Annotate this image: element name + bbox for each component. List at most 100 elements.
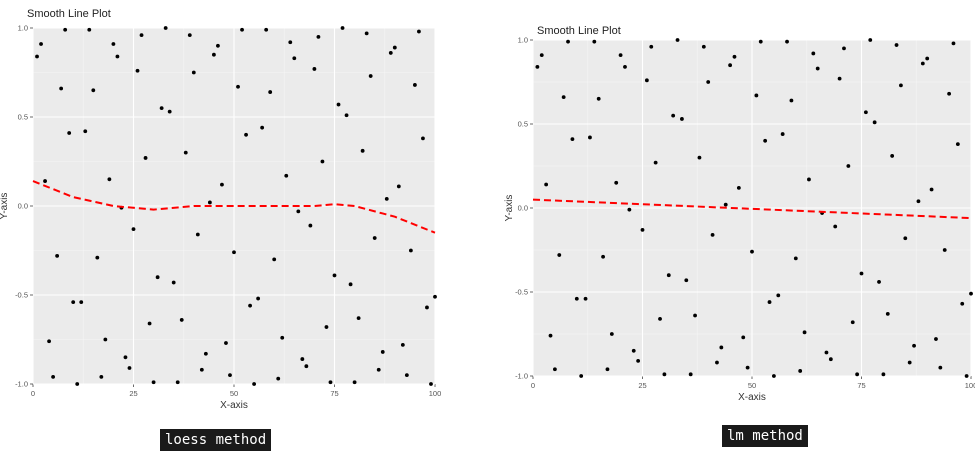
data-point bbox=[894, 43, 899, 47]
y-tick-label: -1.0 bbox=[515, 372, 528, 381]
data-point bbox=[925, 56, 930, 61]
data-point bbox=[203, 351, 208, 356]
data-point bbox=[39, 42, 43, 46]
data-point bbox=[833, 224, 838, 229]
data-point bbox=[789, 98, 794, 103]
data-point bbox=[570, 137, 575, 142]
lm-chart: Smooth Line Plot 0 25 50 75 100 -1.0 -0.5 0.0 0.5… bbox=[504, 25, 975, 403]
data-point bbox=[151, 380, 156, 385]
data-point bbox=[658, 316, 662, 321]
data-point bbox=[623, 64, 627, 69]
data-point bbox=[631, 348, 636, 353]
data-point bbox=[336, 102, 341, 107]
data-point bbox=[384, 196, 389, 201]
data-point bbox=[872, 120, 877, 125]
data-point bbox=[429, 382, 433, 386]
data-point bbox=[159, 106, 164, 110]
data-point bbox=[780, 132, 785, 136]
data-point bbox=[79, 300, 84, 305]
chart-title: Smooth Line Plot bbox=[27, 8, 111, 20]
data-point bbox=[425, 305, 429, 310]
data-point bbox=[912, 343, 916, 348]
chart-title: Smooth Line Plot bbox=[537, 25, 621, 37]
data-point bbox=[662, 372, 667, 377]
data-point bbox=[899, 83, 903, 88]
data-point bbox=[256, 296, 261, 301]
data-point bbox=[183, 150, 188, 155]
data-point bbox=[859, 271, 864, 276]
data-point bbox=[268, 90, 273, 94]
data-point bbox=[280, 335, 285, 340]
data-point bbox=[75, 382, 80, 386]
data-point bbox=[320, 159, 325, 164]
data-point bbox=[248, 303, 252, 308]
data-point bbox=[644, 78, 649, 83]
data-point bbox=[785, 39, 789, 44]
data-point bbox=[376, 367, 381, 372]
data-point bbox=[706, 80, 711, 84]
data-point bbox=[955, 142, 960, 147]
data-point bbox=[191, 70, 196, 75]
data-point bbox=[609, 332, 614, 336]
y-axis-label: Y-axis bbox=[0, 193, 10, 220]
x-axis-label: X-axis bbox=[738, 392, 766, 403]
data-point bbox=[171, 280, 176, 285]
data-point bbox=[671, 113, 676, 118]
data-point bbox=[228, 373, 232, 377]
data-point bbox=[574, 296, 579, 301]
data-point bbox=[35, 54, 39, 59]
data-point bbox=[396, 184, 401, 189]
data-point bbox=[316, 35, 321, 39]
data-point bbox=[684, 278, 689, 283]
data-point bbox=[903, 236, 908, 241]
y-tick-label: -0.5 bbox=[15, 291, 28, 300]
data-point bbox=[404, 373, 409, 377]
data-point bbox=[240, 27, 244, 32]
x-tick-label: 0 bbox=[531, 381, 535, 390]
data-point bbox=[701, 44, 706, 49]
data-point bbox=[220, 182, 224, 187]
data-point bbox=[107, 177, 112, 182]
data-point bbox=[304, 364, 309, 369]
x-tick-label: 100 bbox=[965, 381, 975, 390]
data-point bbox=[175, 380, 180, 385]
data-point bbox=[131, 227, 136, 232]
data-point bbox=[163, 26, 168, 30]
y-tick-label: 0.5 bbox=[18, 113, 28, 122]
data-point bbox=[167, 109, 172, 114]
data-point bbox=[284, 173, 289, 178]
data-point bbox=[83, 129, 88, 134]
data-point bbox=[292, 56, 297, 61]
data-point bbox=[95, 255, 100, 260]
data-point bbox=[187, 33, 192, 38]
data-point bbox=[741, 335, 746, 340]
data-point bbox=[723, 202, 728, 207]
data-point bbox=[216, 43, 220, 48]
data-point bbox=[51, 374, 55, 379]
data-point bbox=[557, 253, 562, 257]
data-point bbox=[324, 325, 329, 329]
data-point bbox=[732, 54, 737, 59]
data-point bbox=[111, 42, 116, 46]
x-tick-label: 0 bbox=[31, 389, 35, 398]
data-point bbox=[380, 350, 385, 354]
data-point bbox=[312, 67, 317, 71]
data-point bbox=[47, 339, 51, 344]
data-point bbox=[300, 357, 305, 361]
data-point bbox=[224, 341, 228, 345]
data-point bbox=[264, 27, 269, 32]
data-point bbox=[566, 39, 570, 44]
data-point bbox=[123, 355, 128, 360]
data-point bbox=[929, 187, 934, 192]
x-tick-label: 100 bbox=[429, 389, 442, 398]
data-point bbox=[885, 311, 890, 316]
data-point bbox=[548, 333, 553, 338]
y-tick-label: 0.5 bbox=[518, 120, 528, 129]
x-tick-label: 75 bbox=[330, 389, 338, 398]
y-tick-label: 1.0 bbox=[518, 36, 528, 45]
smooth-line bbox=[532, 198, 972, 220]
data-point bbox=[260, 125, 265, 130]
data-point bbox=[99, 374, 104, 379]
data-point bbox=[244, 132, 248, 137]
data-point bbox=[207, 200, 212, 205]
